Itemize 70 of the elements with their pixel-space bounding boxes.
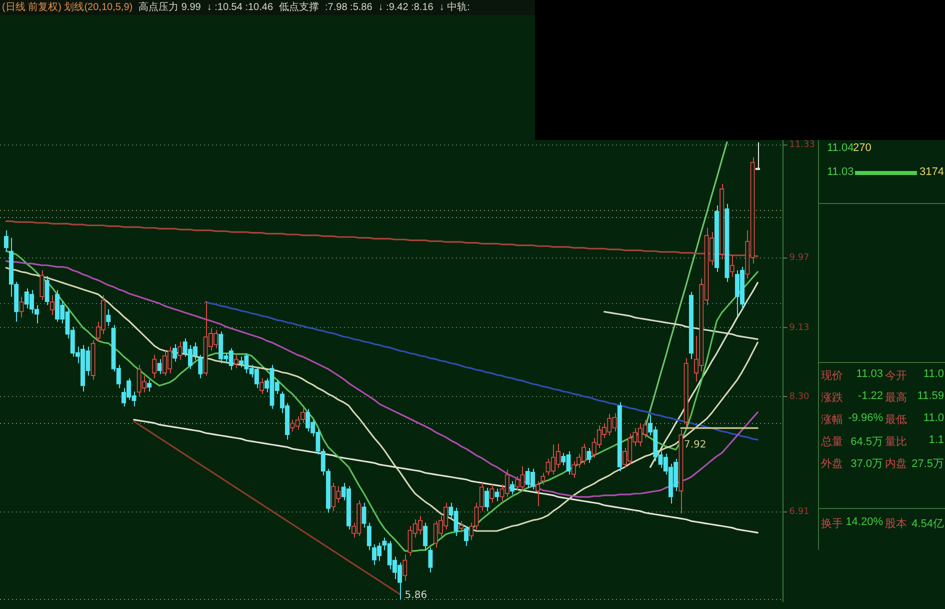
text: 总量 [821,435,844,449]
text: 股本 [885,517,908,531]
candlestick [402,554,408,582]
annotation: 5.86 [404,590,428,602]
candlestick [4,230,8,252]
candlestick [428,547,433,574]
candlestick [423,522,428,551]
candlestick [157,358,162,375]
y-tick-label: 9.13 [789,322,810,333]
text: 高点压力 9.99 [138,2,201,13]
text: 270 [853,142,872,154]
text: ↓ 中轨: [439,2,470,13]
candlestick [586,447,592,464]
text: 4.54亿 [910,517,944,531]
candlestick [40,270,44,301]
text: 低点支撑 [279,2,320,13]
y-tick-label: 6.91 [789,507,810,518]
candlestick [198,354,203,379]
text: :7.98 :5.86 [325,2,372,13]
text: -1.22 [856,390,883,402]
text: 3174 [918,166,944,178]
text: 涨幅 [821,413,844,427]
y-tick-label: 11.33 [789,140,815,150]
candlestick [494,488,500,502]
y-tick-label: 8.30 [789,392,810,402]
candlestick [178,341,182,360]
candlestick [259,378,264,394]
candlestick [474,502,479,530]
text: ↓ :9.42 :8.16 [378,2,434,13]
text: 64.5万 [850,435,883,449]
candlestick [535,480,540,507]
text: 涨跌 [821,391,844,405]
candlestick [469,522,474,541]
chart-title: (日线 前复权) 划线(20,10,5,9) [2,2,133,13]
text: 14.20% [844,516,883,528]
candlestick [44,276,50,306]
text: 11.03 [827,166,855,178]
candlestick [362,502,366,528]
text: -9.96% [847,412,883,424]
text: 最高 [885,390,908,405]
text: 11.0 [922,412,944,424]
text: 今开 [885,369,908,383]
text: 11.03 [855,368,883,380]
candlestick [106,308,111,326]
candlestick [172,344,178,362]
text: 11.0 [922,368,944,380]
text: 量比 [885,435,908,449]
candlestick [366,522,372,551]
text: 最低 [885,413,908,427]
text: ↓ :10.54 :10.46 [206,2,274,13]
candlestick [489,484,494,504]
candlestick [464,526,469,546]
text: 内盘 [885,457,908,471]
text: 11.59 [916,390,944,402]
candlestick [458,520,464,534]
y-tick-label: 9.97 [789,253,810,264]
candlestick [234,354,239,369]
text: 现价 [821,369,844,383]
text: 外盘 [821,457,844,471]
text: 1.1 [928,434,944,446]
text: 换手 [821,517,844,531]
candlestick [19,296,24,318]
text: 27.5万 [910,457,944,471]
text: 37.0万 [850,457,883,471]
candlestick [540,472,546,485]
annotation: 7.92 [684,440,706,451]
candlestick [484,487,490,512]
candlestick [50,294,54,316]
candlestick [479,482,484,512]
candlestick [152,354,157,379]
